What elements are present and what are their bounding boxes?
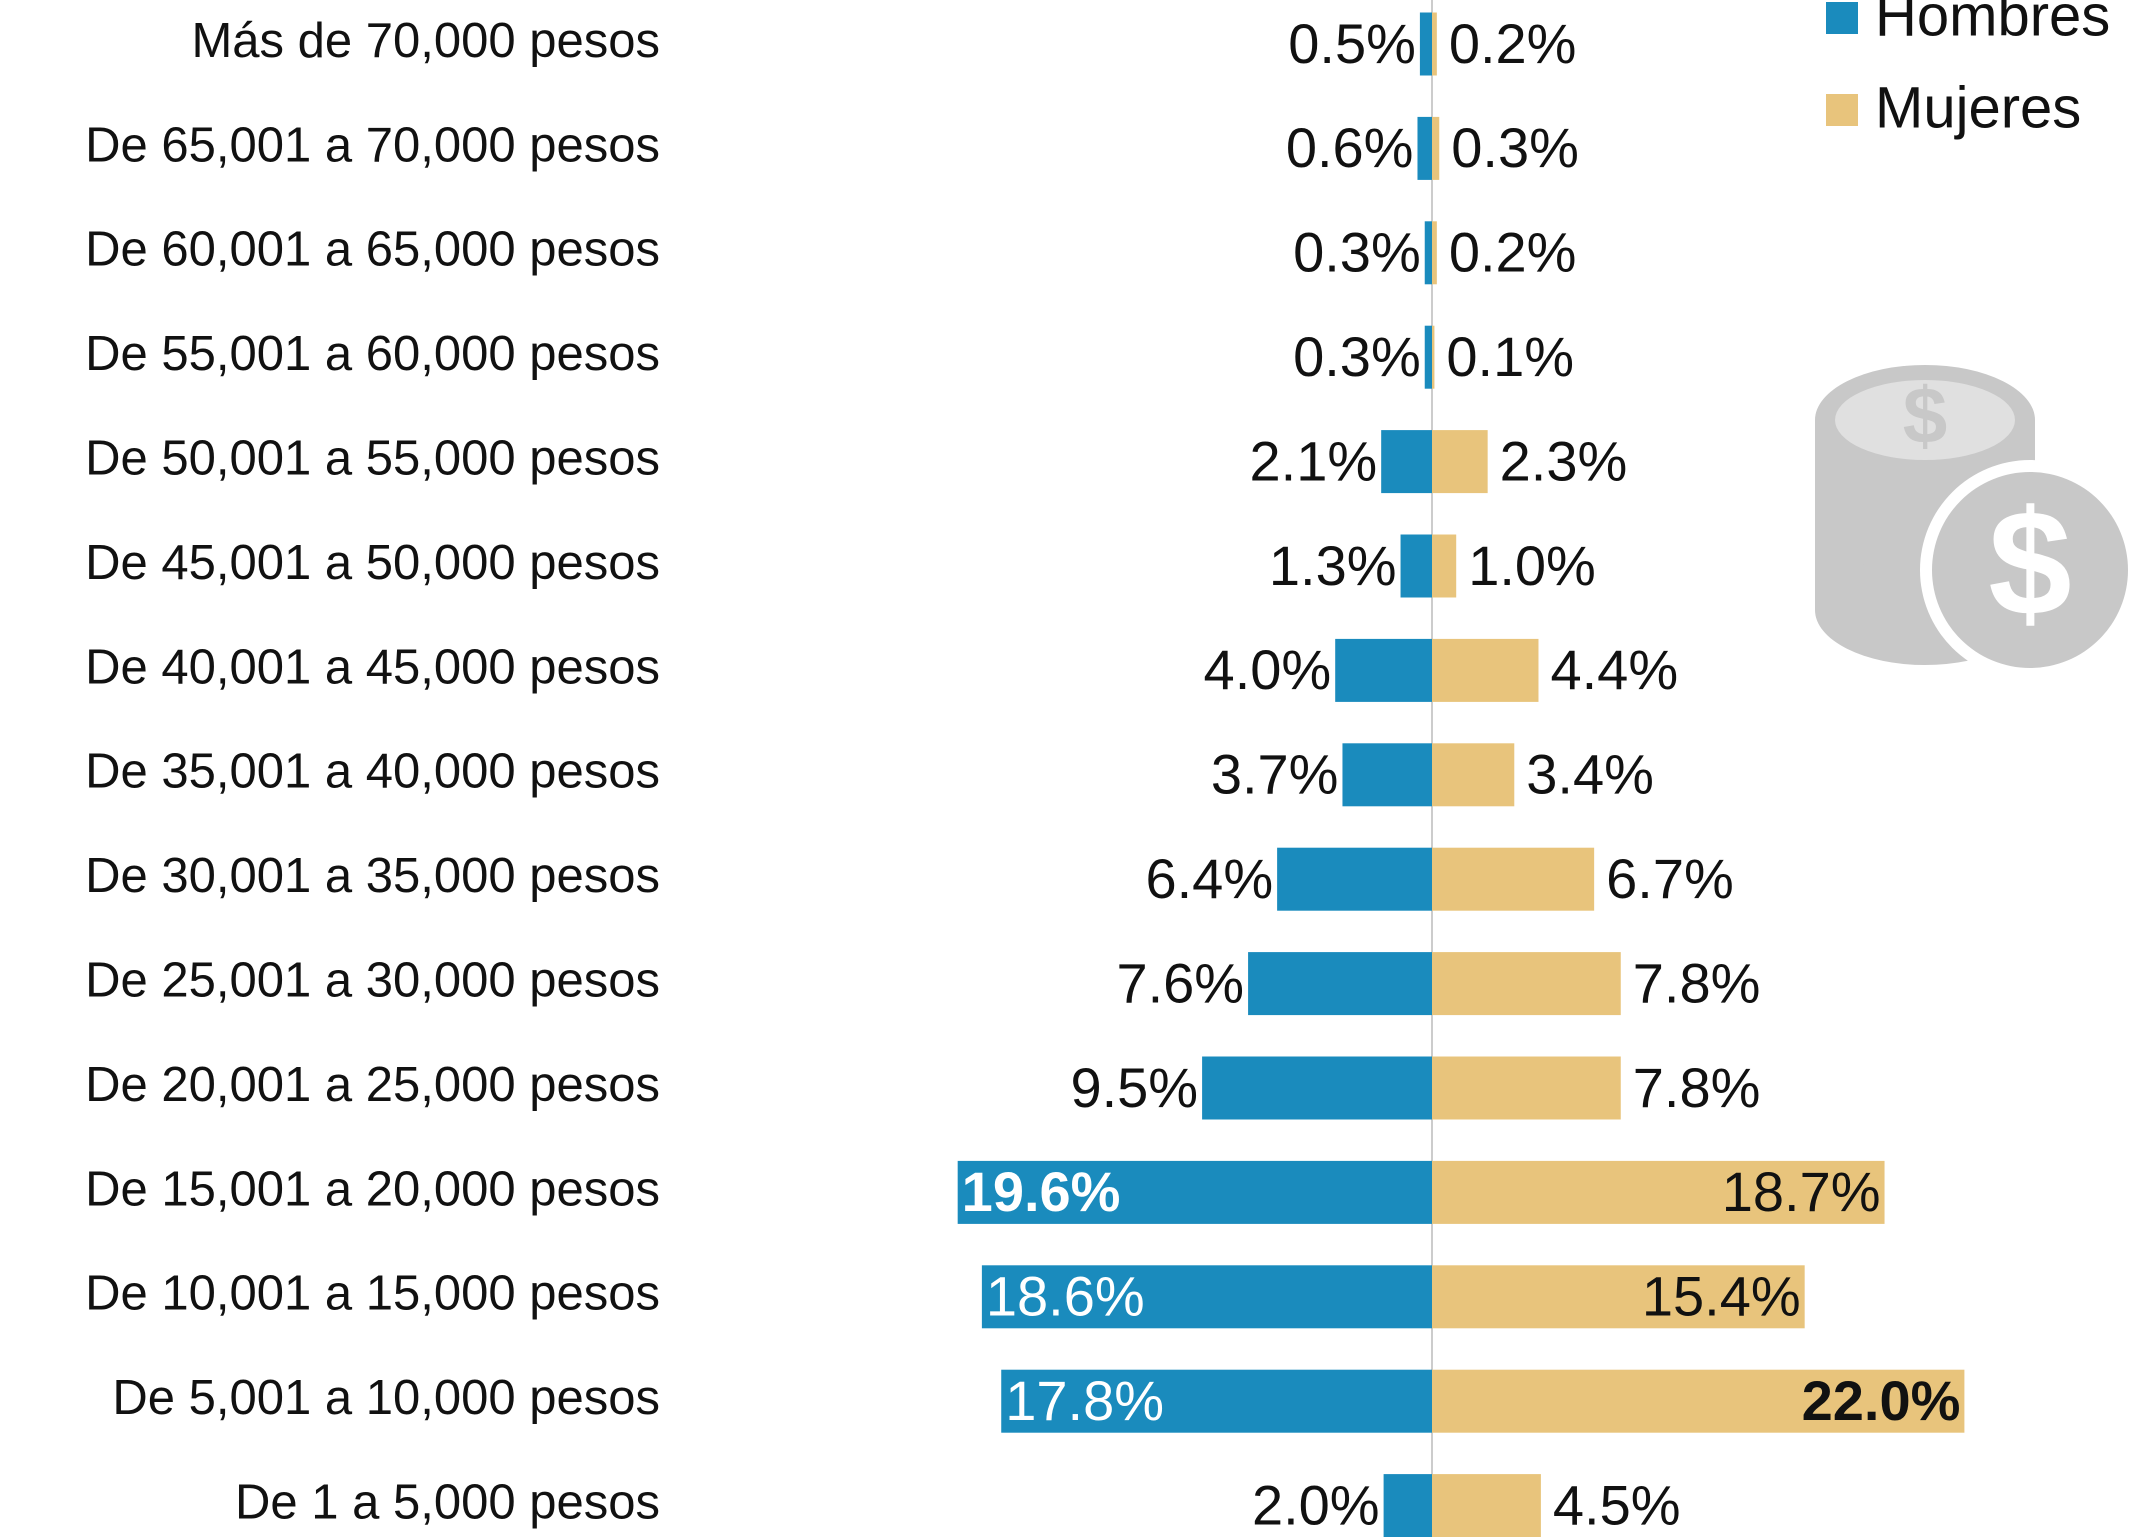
bar bbox=[1417, 117, 1432, 180]
bar bbox=[1432, 952, 1621, 1015]
bar bbox=[1202, 1057, 1432, 1120]
category-label: De 60,001 a 65,000 pesos bbox=[85, 223, 660, 277]
bar bbox=[1432, 117, 1439, 180]
value-label: 4.0% bbox=[1204, 638, 1332, 701]
bar bbox=[1432, 1474, 1541, 1537]
value-label: 4.4% bbox=[1550, 638, 1678, 701]
legend-label: Mujeres bbox=[1875, 75, 2081, 140]
value-label: 0.5% bbox=[1288, 12, 1416, 75]
bar bbox=[1381, 430, 1432, 493]
value-label: 7.8% bbox=[1633, 1056, 1761, 1119]
bar bbox=[1432, 1057, 1621, 1120]
bar bbox=[1420, 13, 1432, 76]
value-label: 0.3% bbox=[1293, 325, 1421, 388]
legend-label: Hombres bbox=[1875, 0, 2110, 48]
chart: $ $ Más de 70,000 pesos De 65,001 a 70,00… bbox=[0, 0, 2141, 1537]
coins-icon: $ $ bbox=[1815, 365, 2140, 680]
value-label: 0.1% bbox=[1446, 325, 1574, 388]
bar bbox=[1384, 1474, 1432, 1537]
value-label: 6.4% bbox=[1145, 847, 1273, 910]
value-label: 7.8% bbox=[1633, 951, 1761, 1014]
value-label: 2.0% bbox=[1252, 1473, 1380, 1536]
value-label: 7.6% bbox=[1116, 951, 1244, 1014]
bar bbox=[1425, 221, 1432, 284]
bar bbox=[1248, 952, 1432, 1015]
legend-swatch bbox=[1826, 2, 1858, 34]
value-label: 2.1% bbox=[1250, 429, 1378, 492]
svg-text:$: $ bbox=[1903, 371, 1948, 460]
value-label: 6.7% bbox=[1606, 847, 1734, 910]
value-label: 0.6% bbox=[1286, 116, 1414, 179]
bar bbox=[1277, 848, 1432, 911]
value-label: 0.3% bbox=[1451, 116, 1579, 179]
category-label: De 35,001 a 40,000 pesos bbox=[85, 745, 660, 799]
category-label: De 40,001 a 45,000 pesos bbox=[85, 640, 660, 694]
value-label: 0.2% bbox=[1449, 12, 1577, 75]
value-label: 1.0% bbox=[1468, 534, 1596, 597]
svg-text:$: $ bbox=[1988, 479, 2071, 647]
category-label: Más de 70,000 pesos bbox=[191, 14, 660, 68]
category-label: De 30,001 a 35,000 pesos bbox=[85, 849, 660, 903]
value-label: 18.7% bbox=[1722, 1160, 1881, 1223]
bar bbox=[1432, 848, 1594, 911]
bar bbox=[1432, 535, 1456, 598]
value-label: 2.3% bbox=[1500, 429, 1628, 492]
value-label: 9.5% bbox=[1070, 1056, 1198, 1119]
bar bbox=[1401, 535, 1432, 598]
category-label: De 65,001 a 70,000 pesos bbox=[85, 118, 660, 172]
bar bbox=[1425, 326, 1432, 389]
value-label: 0.3% bbox=[1293, 221, 1421, 284]
bar bbox=[1335, 639, 1432, 702]
bar bbox=[1432, 13, 1437, 76]
category-label: De 10,001 a 15,000 pesos bbox=[85, 1267, 660, 1321]
value-label: 0.2% bbox=[1449, 221, 1577, 284]
category-label: De 20,001 a 25,000 pesos bbox=[85, 1058, 660, 1112]
category-label: De 15,001 a 20,000 pesos bbox=[85, 1162, 660, 1216]
bar bbox=[1432, 221, 1437, 284]
value-label: 18.6% bbox=[986, 1265, 1145, 1328]
value-label: 15.4% bbox=[1642, 1265, 1801, 1328]
category-label: De 5,001 a 10,000 pesos bbox=[112, 1371, 660, 1425]
legend-swatch bbox=[1826, 94, 1858, 126]
category-label: De 1 a 5,000 pesos bbox=[235, 1476, 660, 1530]
value-label: 17.8% bbox=[1005, 1369, 1164, 1432]
value-label: 4.5% bbox=[1553, 1473, 1681, 1536]
bar bbox=[1432, 326, 1434, 389]
category-label: De 50,001 a 55,000 pesos bbox=[85, 432, 660, 486]
bar bbox=[1432, 430, 1488, 493]
value-label: 3.7% bbox=[1211, 743, 1339, 806]
value-label: 3.4% bbox=[1526, 743, 1654, 806]
value-label: 1.3% bbox=[1269, 534, 1397, 597]
value-label: 19.6% bbox=[962, 1160, 1121, 1223]
category-label: De 45,001 a 50,000 pesos bbox=[85, 536, 660, 590]
bar bbox=[1432, 743, 1514, 806]
category-label: De 55,001 a 60,000 pesos bbox=[85, 327, 660, 381]
bar bbox=[1432, 639, 1538, 702]
bar bbox=[1342, 743, 1432, 806]
value-label: 22.0% bbox=[1802, 1369, 1961, 1432]
category-label: De 25,001 a 30,000 pesos bbox=[85, 954, 660, 1008]
